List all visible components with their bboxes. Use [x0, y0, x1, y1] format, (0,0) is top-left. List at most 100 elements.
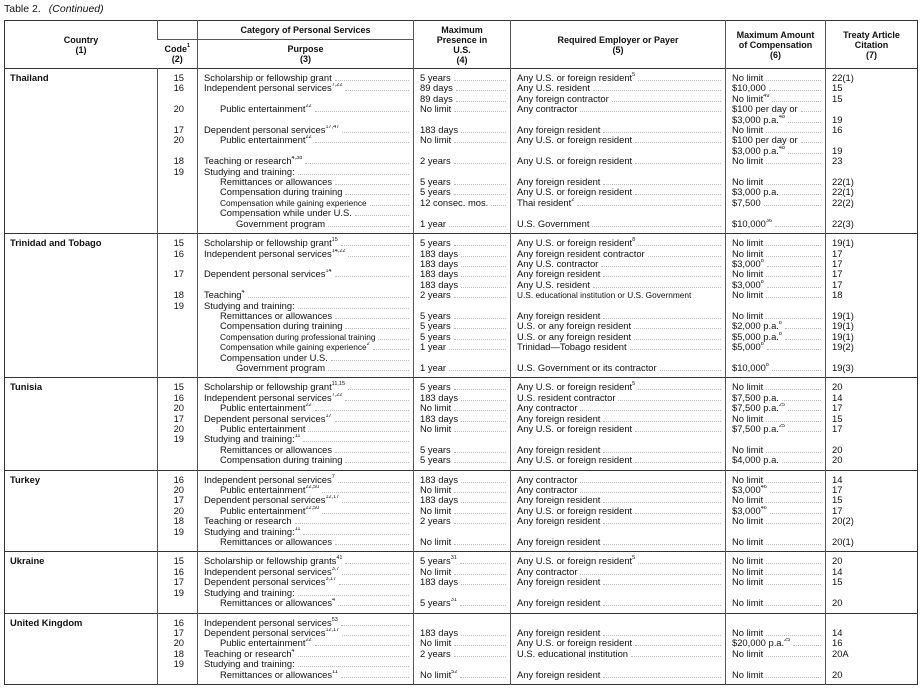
code-cell: 18	[157, 156, 198, 167]
country-name: Turkey	[10, 473, 41, 485]
amount-cell: $4,000 p.a.	[725, 455, 826, 471]
amount-cell: $7,500	[725, 197, 826, 209]
dot-leader	[603, 445, 721, 453]
presence-cell: 5 years	[413, 377, 511, 393]
dot-leader	[454, 638, 506, 647]
footnote-ref: 12,17	[325, 627, 340, 633]
code-cell	[157, 455, 198, 471]
amount-cell-text: $7,500 p.a.	[732, 424, 779, 434]
dot-leader	[766, 495, 821, 504]
amount-cell: No limit	[725, 627, 826, 639]
dot-leader	[769, 506, 821, 514]
presence-cell: 1 year	[413, 342, 511, 353]
purpose-cell-text: Compensation while under U.S.	[220, 208, 352, 219]
dot-leader	[330, 353, 409, 361]
presence-cell-text: 5 years	[420, 177, 451, 188]
code-cell-text: 15	[173, 237, 184, 249]
code-cell	[157, 537, 198, 552]
table-row: 18 Teaching or research4 2 years U.S. educa…	[5, 648, 918, 660]
dot-leader	[766, 259, 821, 267]
presence-cell	[413, 208, 511, 219]
code-cell	[157, 321, 198, 332]
dot-leader	[453, 177, 506, 186]
presence-cell: 5 years	[413, 331, 511, 343]
code-cell-text: 19	[173, 526, 184, 537]
dot-leader	[449, 342, 506, 351]
presence-cell-text: 89 days	[420, 93, 453, 104]
purpose-cell: Public entertainment	[197, 424, 414, 435]
code-cell-text: 19	[173, 587, 184, 598]
country-section: Turkey 16 Independent personal services7 18…	[4, 470, 918, 552]
article-cell-text: 15	[832, 413, 843, 424]
article-cell-text: 20A	[832, 648, 849, 659]
code-cell	[157, 187, 198, 198]
presence-cell	[413, 300, 511, 311]
presence-cell-text: No limit	[420, 485, 452, 496]
presence-cell: 183 days	[413, 413, 511, 424]
amount-cell: $100 per day or	[725, 135, 826, 146]
article-cell: 18	[825, 290, 918, 301]
header-article: Treaty Article Citation (7)	[825, 20, 918, 69]
dot-leader	[297, 588, 409, 596]
payer-cell: Any U.S. resident	[510, 83, 726, 94]
purpose-cell: Independent personal services7	[197, 470, 414, 486]
amount-cell	[725, 208, 826, 219]
article-cell: 15	[825, 93, 918, 105]
amount-cell-text: No limit	[732, 566, 764, 577]
amount-cell-text: No limit	[732, 577, 764, 588]
article-cell-text: 19(1)	[832, 321, 854, 332]
table-row: 19 Studying and training:	[5, 166, 918, 178]
payer-cell: Any foreign resident	[510, 444, 726, 456]
presence-cell-text: No limit	[420, 135, 452, 146]
purpose-cell: Scholarship or fellowship grant	[197, 68, 414, 84]
purpose-cell: Independent personal services7,22	[197, 83, 414, 94]
table-row: 17 Dependent personal services17,47 183 da…	[5, 125, 918, 136]
footnote-ref: 11	[294, 526, 301, 532]
article-cell: 17	[825, 485, 918, 496]
amount-cell-text: $100 per day or	[732, 104, 798, 115]
table-row: Trinidad and Tobago 15 Scholarship or fell…	[5, 233, 918, 249]
article-cell-text: 19(1)	[832, 331, 854, 342]
purpose-cell-text: Dependent personal services	[204, 577, 326, 588]
article-cell: 15	[825, 495, 918, 506]
article-cell: 19(1)	[825, 233, 918, 249]
article-cell-text: 20(1)	[832, 537, 854, 548]
dot-leader	[314, 638, 409, 647]
amount-cell: No limit	[725, 377, 826, 393]
dot-leader	[784, 332, 821, 340]
header-country: Country (1)	[63, 34, 99, 55]
table-row: 89 days Any foreign contractor No limit49 1…	[5, 93, 918, 105]
article-cell-text: 23	[832, 156, 843, 167]
dot-leader	[461, 393, 506, 401]
purpose-cell: Compensation while gaining experience	[197, 197, 414, 209]
code-cell-text: 16	[173, 473, 184, 485]
dot-leader	[372, 342, 409, 351]
dot-leader	[638, 73, 721, 81]
purpose-cell-text: Compensation while gaining experience	[220, 342, 367, 353]
purpose-cell-text: Studying and training:	[204, 434, 295, 445]
purpose-cell: Remittances or allowances	[197, 444, 414, 456]
dot-leader	[338, 598, 409, 607]
article-cell-text: 17	[832, 248, 843, 259]
purpose-cell: Remittances or allowances11	[197, 669, 414, 685]
article-cell-text: 22(2)	[832, 197, 854, 208]
table-row: 20 Public entertainment22,50 No limit Any U…	[5, 505, 918, 517]
dot-leader	[603, 125, 721, 134]
payer-cell: Any foreign resident	[510, 537, 726, 552]
article-cell-text: 16	[832, 125, 843, 136]
purpose-cell-text: Scholarship or fellowship grant	[204, 381, 332, 393]
dot-leader	[766, 311, 821, 319]
payer-cell: Any foreign resident	[510, 269, 726, 280]
dot-leader	[461, 249, 506, 257]
amount-cell-text: $3,000	[732, 258, 761, 269]
table-row: 18 Teaching4 2 years U.S. educational insti…	[5, 290, 918, 301]
amount-cell: $3,0008	[725, 279, 826, 291]
code-cell: 16	[157, 613, 198, 628]
table-row: 183 days Any U.S. contractor $3,0008 17	[5, 258, 918, 270]
dot-leader	[766, 290, 821, 299]
purpose-cell: Dependent personal services17	[197, 413, 414, 424]
footnote-ref: 36	[765, 218, 773, 224]
payer-cell: Any U.S. resident	[510, 279, 726, 291]
payer-cell: Any U.S. or foreign resident	[510, 424, 726, 435]
payer-cell-text: U.S. educational institution	[517, 648, 629, 659]
